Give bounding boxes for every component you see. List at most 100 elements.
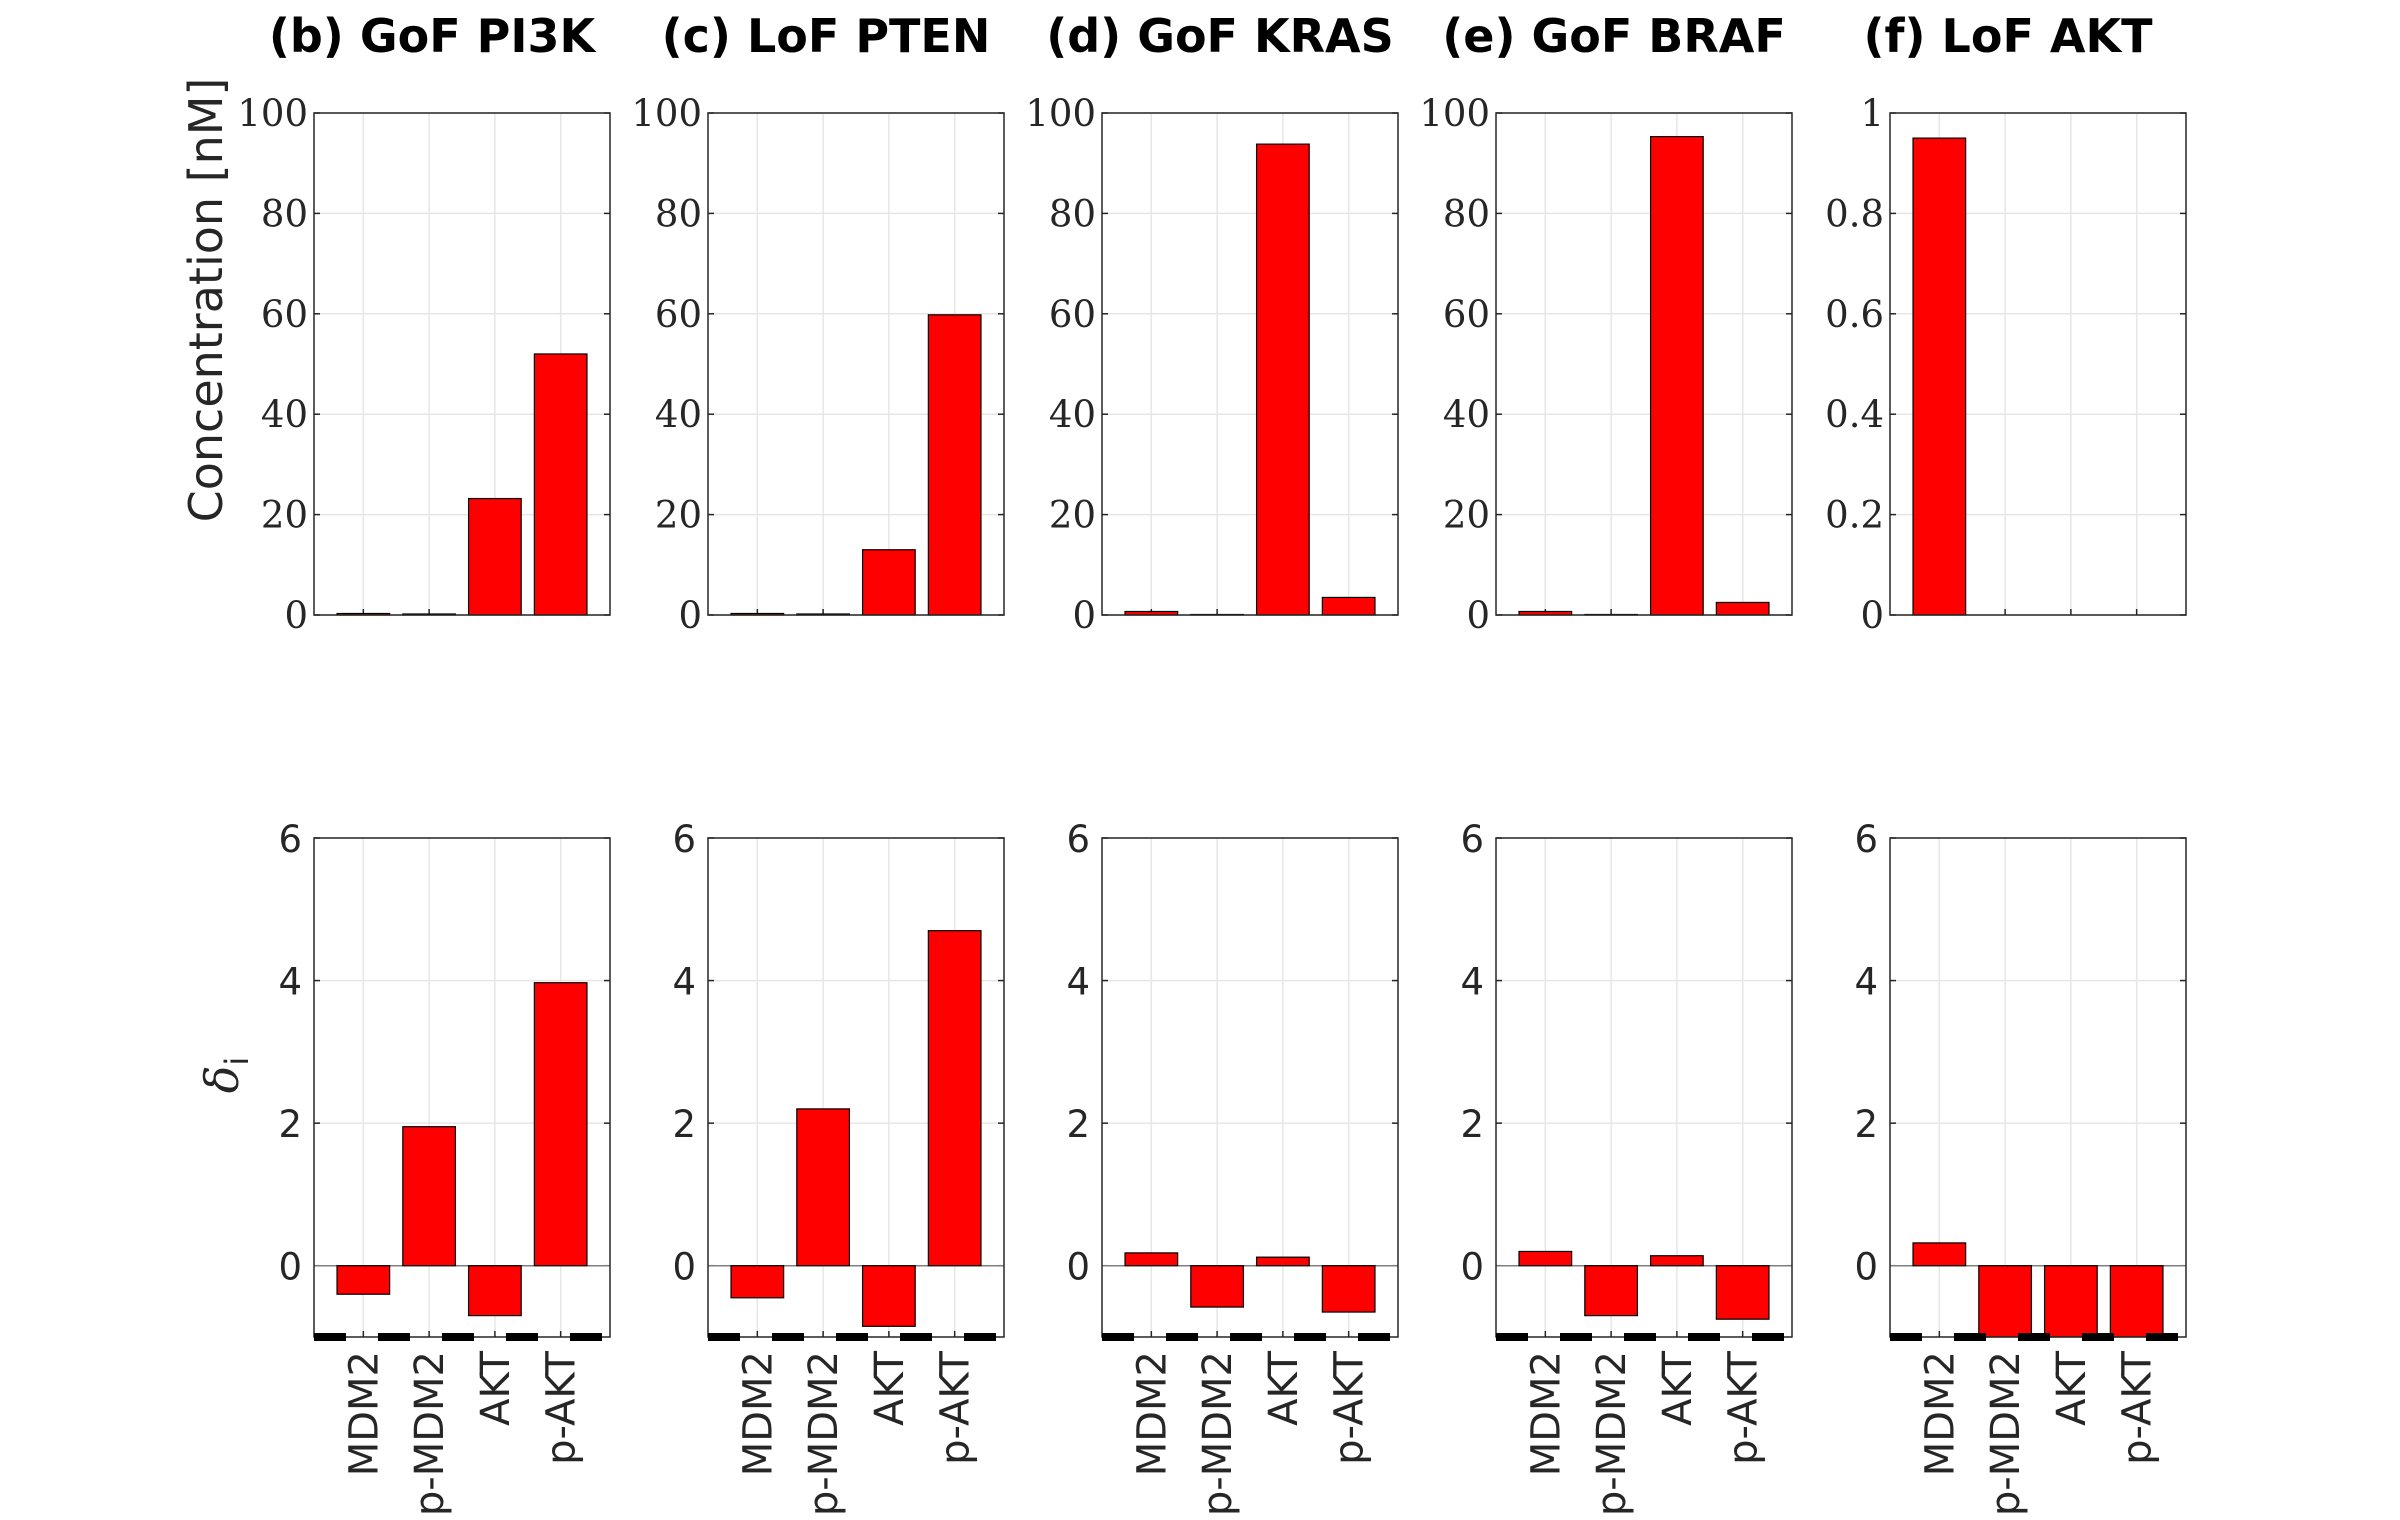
bottom-row-y-axis-symbol: δ <box>195 1066 249 1094</box>
bottom-y-tick-label: 6 <box>1460 818 1484 861</box>
bottom-bar-p-MDM2 <box>1190 1265 1245 1308</box>
top-axes-box <box>313 112 611 616</box>
top-y-tick-label: 40 <box>261 393 308 436</box>
top-axes: 0 20 40 60 80 100 <box>631 92 1005 637</box>
bottom-y-tick-label: 2 <box>1066 1103 1090 1146</box>
panel-title: (c) LoF PTEN <box>662 9 991 63</box>
bottom-y-tick-label: 0 <box>1066 1246 1090 1289</box>
top-y-tick-label: 0 <box>1860 594 1884 637</box>
top-y-tick-label: 1 <box>1860 92 1884 135</box>
panel-title: (b) GoF PI3K <box>269 9 598 63</box>
top-y-tick-label: 40 <box>1443 393 1490 436</box>
top-axes-box <box>1889 112 2187 616</box>
top-y-tick-label: 80 <box>1049 192 1096 235</box>
bottom-y-tick-label: 4 <box>1460 961 1484 1004</box>
top-bar-AKT <box>1255 143 1310 616</box>
bottom-y-tick-label: 4 <box>672 961 696 1004</box>
bottom-bar-p-MDM2 <box>796 1108 851 1267</box>
top-y-tick-label: 0.2 <box>1825 494 1884 537</box>
x-tick-label-p-AKT: p-AKT <box>2115 1350 2161 1464</box>
top-y-tick-label: 60 <box>1049 293 1096 336</box>
x-tick-label-p-AKT: p-AKT <box>1721 1350 1767 1464</box>
bottom-y-tick-label: 0 <box>278 1246 302 1289</box>
top-axes-box <box>1495 112 1793 616</box>
x-tick-label-AKT: AKT <box>1261 1350 1307 1425</box>
bottom-bar-MDM2 <box>730 1265 785 1299</box>
bottom-y-tick-label: 6 <box>672 818 696 861</box>
panel-3: (e) GoF BRAF 0 20 40 60 80 100 0 2 4 6 MDM2 p-MDM2 AK… <box>1419 9 1793 1516</box>
x-tick-label-AKT: AKT <box>473 1350 519 1425</box>
top-axes-box <box>707 112 1005 616</box>
x-tick-label-MDM2: MDM2 <box>341 1351 387 1476</box>
top-y-tick-label: 20 <box>1049 494 1096 537</box>
top-y-tick-label: 0 <box>284 594 308 637</box>
bottom-bar-p-AKT <box>1321 1265 1376 1313</box>
bottom-bar-p-MDM2 <box>1978 1265 2033 1338</box>
top-bar-p-AKT <box>533 353 588 616</box>
bottom-bar-p-AKT <box>927 930 982 1267</box>
x-tick-label-p-MDM2: p-MDM2 <box>1983 1351 2029 1516</box>
top-y-tick-label: 100 <box>1025 92 1096 135</box>
bottom-y-tick-label: 4 <box>1854 961 1878 1004</box>
bottom-bar-AKT <box>861 1265 916 1327</box>
top-y-tick-label: 100 <box>1419 92 1490 135</box>
bottom-bar-p-AKT <box>2109 1265 2164 1338</box>
top-y-tick-label: 60 <box>655 293 702 336</box>
top-bar-p-AKT <box>1321 596 1376 616</box>
bottom-y-tick-label: 2 <box>1854 1103 1878 1146</box>
x-tick-label-MDM2: MDM2 <box>1129 1351 1175 1476</box>
top-bar-p-AKT <box>927 314 982 616</box>
x-tick-label-MDM2: MDM2 <box>735 1351 781 1476</box>
top-axes: 0 20 40 60 80 100 <box>1419 92 1793 637</box>
top-bar-p-AKT <box>1715 601 1770 616</box>
bottom-row-y-axis-label: δi <box>195 1057 256 1094</box>
top-y-tick-label: 0.4 <box>1825 393 1884 436</box>
bottom-y-tick-label: 2 <box>672 1103 696 1146</box>
bottom-y-tick-label: 0 <box>1460 1246 1484 1289</box>
top-axes-background <box>1102 113 1398 615</box>
bottom-y-tick-label: 0 <box>672 1246 696 1289</box>
top-y-tick-label: 80 <box>261 192 308 235</box>
x-tick-label-p-AKT: p-AKT <box>1327 1350 1373 1464</box>
top-y-tick-label: 20 <box>261 494 308 537</box>
bottom-bar-p-MDM2 <box>402 1126 457 1267</box>
bottom-bar-MDM2 <box>1518 1250 1573 1267</box>
top-y-tick-label: 60 <box>1443 293 1490 336</box>
top-axes-box <box>1101 112 1399 616</box>
top-y-tick-label: 80 <box>655 192 702 235</box>
top-y-tick-label: 0 <box>1072 594 1096 637</box>
top-y-tick-label: 0.6 <box>1825 293 1884 336</box>
top-y-tick-label: 0 <box>678 594 702 637</box>
bottom-bar-p-MDM2 <box>1584 1265 1639 1317</box>
bottom-bar-AKT <box>467 1265 522 1317</box>
bottom-axes: 0 2 4 6 MDM2 p-MDM2 AKT p-AKT <box>672 818 1005 1516</box>
bottom-bar-AKT <box>1255 1256 1310 1267</box>
panel-4: (f) LoF AKT 0 0.2 0.4 0.6 0.8 1 0 2 4 6 MDM2 p-MDM2 A… <box>1825 9 2187 1516</box>
x-tick-label-p-MDM2: p-MDM2 <box>1589 1351 1635 1516</box>
top-y-tick-label: 40 <box>1049 393 1096 436</box>
x-tick-label-p-MDM2: p-MDM2 <box>1195 1351 1241 1516</box>
top-axes: 0 0.2 0.4 0.6 0.8 1 <box>1825 92 2187 637</box>
top-row-y-axis-label: Concentration [nM] <box>179 78 233 523</box>
bottom-bar-AKT <box>2043 1265 2098 1338</box>
bottom-axes: 0 2 4 6 MDM2 p-MDM2 AKT p-AKT <box>1066 818 1399 1516</box>
bottom-y-tick-label: 4 <box>1066 961 1090 1004</box>
bottom-axes: 0 2 4 6 MDM2 p-MDM2 AKT p-AKT <box>1460 818 1793 1516</box>
bottom-bar-p-AKT <box>533 982 588 1267</box>
top-axes: 0 20 40 60 80 100 <box>1025 92 1399 637</box>
top-y-tick-label: 20 <box>655 494 702 537</box>
bottom-y-tick-label: 6 <box>278 818 302 861</box>
bottom-bar-MDM2 <box>336 1265 391 1295</box>
x-tick-label-AKT: AKT <box>1655 1350 1701 1425</box>
bottom-row-y-axis-subscript: i <box>218 1057 256 1066</box>
x-tick-label-MDM2: MDM2 <box>1523 1351 1569 1476</box>
bottom-bar-MDM2 <box>1124 1252 1179 1267</box>
bottom-y-tick-label: 6 <box>1066 818 1090 861</box>
panel-1: (c) LoF PTEN 0 20 40 60 80 100 0 2 4 6 MDM2 p-MDM2 AK… <box>631 9 1005 1516</box>
bottom-y-tick-label: 2 <box>278 1103 302 1146</box>
top-y-tick-label: 20 <box>1443 494 1490 537</box>
top-y-tick-label: 100 <box>237 92 308 135</box>
top-y-tick-label: 0.8 <box>1825 192 1884 235</box>
top-y-tick-label: 100 <box>631 92 702 135</box>
